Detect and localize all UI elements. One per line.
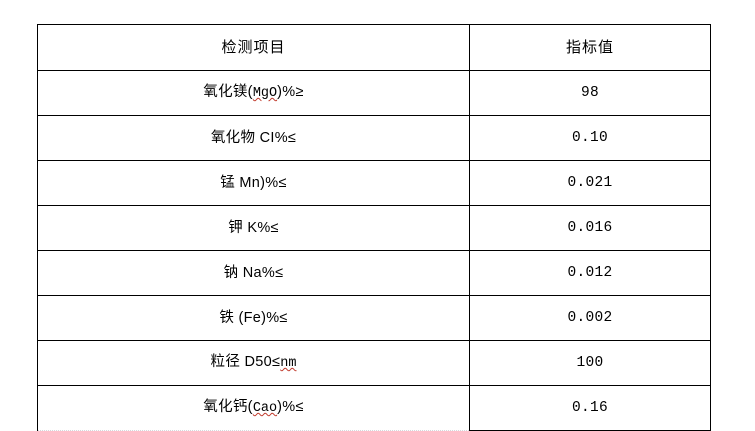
- item-text: 锰 Mn)%≤: [220, 175, 286, 192]
- item-text-suffix: )%≥: [277, 84, 304, 101]
- cell-item: 钠 Na%≤: [37, 250, 470, 296]
- item-text: 钠 Na%≤: [224, 265, 284, 282]
- table-body: 检测项目 指标值氧化镁(MgO)%≥ 98 氧化物 CI%≤ 0.10 锰 Mn)%≤ 0.…: [37, 24, 711, 431]
- cell-item: 粒径 D50≤nm: [37, 340, 470, 386]
- table-row: 钾 K%≤ 0.016: [37, 205, 711, 251]
- item-text-prefix: 铁 (Fe)%≤: [219, 309, 288, 326]
- column-header-label: 指标值: [565, 38, 614, 56]
- item-text-suffix: )%≤: [277, 399, 304, 416]
- item-text-misspelled: MgO: [252, 86, 278, 102]
- table-row: 氧化镁(MgO)%≥ 98: [37, 70, 711, 116]
- column-header-item: 检测项目: [37, 24, 470, 71]
- item-text-prefix: 粒径 D50≤: [210, 354, 281, 371]
- column-header-value: 指标值: [469, 24, 711, 71]
- cell-value: 0.10: [469, 115, 711, 161]
- item-text-misspelled: nm: [280, 356, 297, 372]
- cell-item: 铁 (Fe)%≤: [37, 295, 470, 341]
- table-header-row: 检测项目 指标值: [37, 24, 711, 71]
- item-text: 钾 K%≤: [228, 220, 279, 237]
- item-text-prefix: 锰 Mn)%≤: [220, 174, 287, 191]
- table-row: 钠 Na%≤ 0.012: [37, 250, 711, 296]
- cell-item: 钾 K%≤: [37, 205, 470, 251]
- spec-table-container: 检测项目 指标值氧化镁(MgO)%≥ 98 氧化物 CI%≤ 0.10 锰 Mn)%≤ 0.…: [37, 24, 711, 431]
- table-row: 锰 Mn)%≤ 0.021: [37, 160, 711, 206]
- table-row: 铁 (Fe)%≤ 0.002: [37, 295, 711, 341]
- cell-item: 氧化钙(Cao)%≤: [37, 385, 470, 431]
- cell-value: 0.016: [469, 205, 711, 251]
- cell-value: 0.002: [469, 295, 711, 341]
- specification-table: 检测项目 指标值氧化镁(MgO)%≥ 98 氧化物 CI%≤ 0.10 锰 Mn)%≤ 0.…: [37, 24, 711, 431]
- item-text-prefix: 氧化钙(: [203, 399, 253, 416]
- item-text: 铁 (Fe)%≤: [219, 310, 287, 327]
- cell-value: 98: [469, 70, 711, 116]
- table-row: 氧化物 CI%≤ 0.10: [37, 115, 711, 161]
- cell-value: 0.021: [469, 160, 711, 206]
- column-header-label: 检测项目: [221, 38, 286, 56]
- cell-value: 0.012: [469, 250, 711, 296]
- item-text: 氧化镁(MgO)%≥: [203, 84, 303, 102]
- item-text: 粒径 D50≤nm: [211, 354, 297, 372]
- cell-value: 0.16: [469, 385, 711, 431]
- item-text-misspelled: Cao: [252, 401, 278, 417]
- table-row: 粒径 D50≤nm 100: [37, 340, 711, 386]
- table-row: 氧化钙(Cao)%≤ 0.16: [37, 385, 711, 431]
- item-text: 氧化钙(Cao)%≤: [203, 399, 303, 417]
- cell-value: 100: [469, 340, 711, 386]
- cell-item: 锰 Mn)%≤: [37, 160, 470, 206]
- cell-item: 氧化物 CI%≤: [37, 115, 470, 161]
- cell-item: 氧化镁(MgO)%≥: [37, 70, 470, 116]
- item-text-prefix: 氧化物 CI%≤: [210, 129, 297, 146]
- item-text: 氧化物 CI%≤: [211, 130, 296, 147]
- item-text-prefix: 氧化镁(: [203, 84, 253, 101]
- item-text-prefix: 钠 Na%≤: [223, 264, 284, 281]
- item-text-prefix: 钾 K%≤: [228, 219, 279, 236]
